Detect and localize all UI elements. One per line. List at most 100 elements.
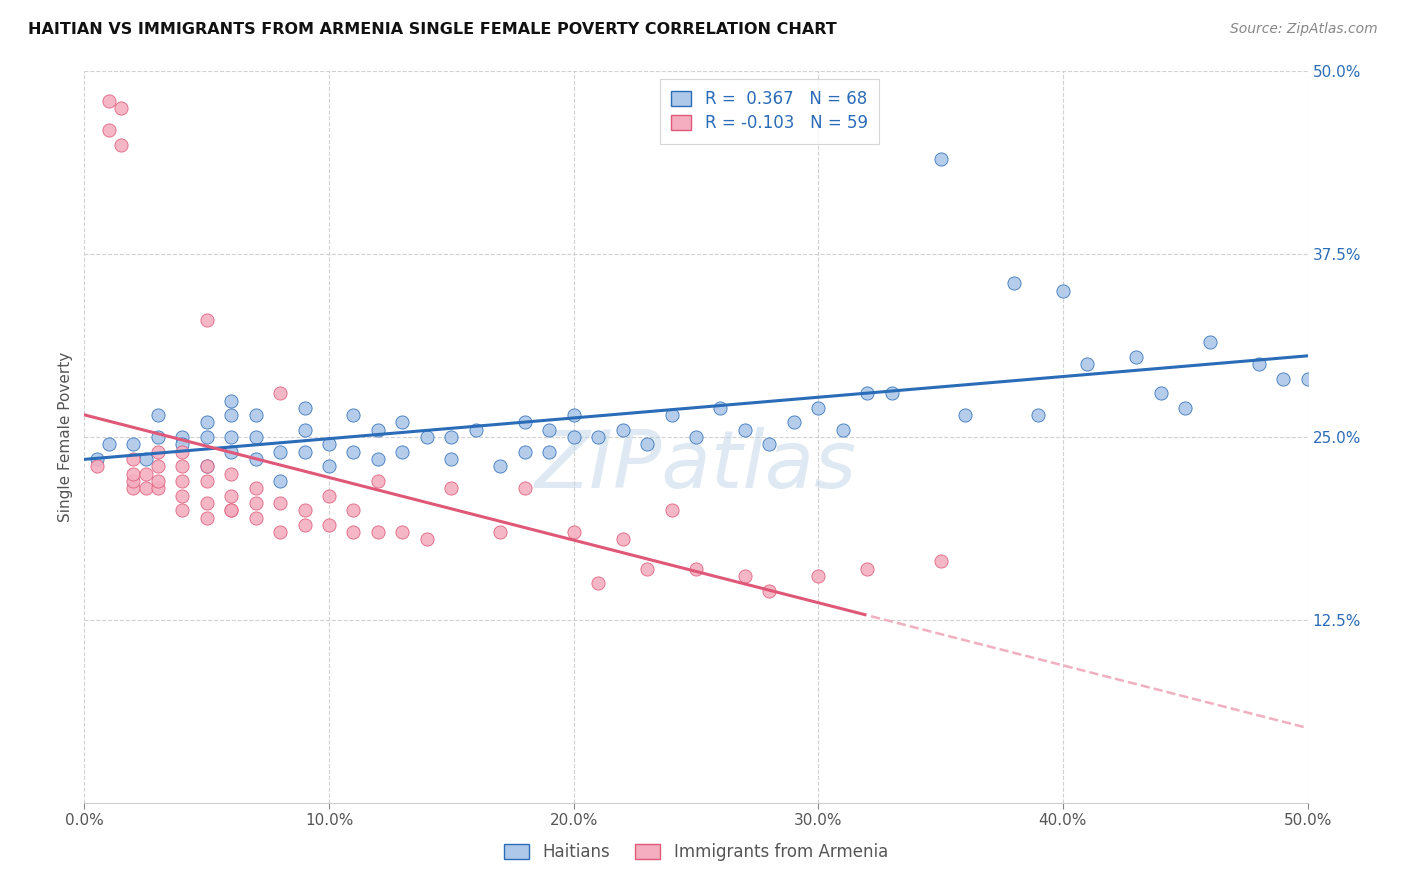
Point <box>758 437 780 451</box>
Point <box>1247 357 1270 371</box>
Point <box>513 416 536 430</box>
Point <box>367 525 389 540</box>
Point <box>294 423 316 437</box>
Point <box>86 459 108 474</box>
Point <box>1076 357 1098 371</box>
Point <box>269 474 291 488</box>
Point <box>856 386 879 401</box>
Point <box>831 423 853 437</box>
Point <box>807 401 830 415</box>
Text: Source: ZipAtlas.com: Source: ZipAtlas.com <box>1230 22 1378 37</box>
Point <box>146 444 169 458</box>
Point <box>97 123 120 137</box>
Point <box>86 452 108 467</box>
Point <box>172 459 194 474</box>
Point <box>734 423 756 437</box>
Point <box>135 481 157 495</box>
Text: ZIPatlas: ZIPatlas <box>534 427 858 506</box>
Point <box>783 416 806 430</box>
Point <box>1174 401 1197 415</box>
Point <box>245 496 267 510</box>
Point <box>172 489 194 503</box>
Point <box>807 569 830 583</box>
Point <box>440 481 463 495</box>
Point <box>953 408 976 422</box>
Point <box>269 496 291 510</box>
Point <box>856 562 879 576</box>
Point <box>172 430 194 444</box>
Point <box>269 444 291 458</box>
Point <box>367 452 389 467</box>
Point <box>146 430 169 444</box>
Point <box>245 452 267 467</box>
Point <box>195 459 218 474</box>
Point <box>367 423 389 437</box>
Point <box>586 576 609 591</box>
Point <box>245 510 267 524</box>
Point <box>195 496 218 510</box>
Point <box>122 481 145 495</box>
Text: HAITIAN VS IMMIGRANTS FROM ARMENIA SINGLE FEMALE POVERTY CORRELATION CHART: HAITIAN VS IMMIGRANTS FROM ARMENIA SINGL… <box>28 22 837 37</box>
Legend: Haitians, Immigrants from Armenia: Haitians, Immigrants from Armenia <box>498 837 894 868</box>
Point <box>1052 284 1074 298</box>
Point <box>342 525 364 540</box>
Point <box>489 525 512 540</box>
Point <box>219 430 242 444</box>
Point <box>318 459 340 474</box>
Point <box>219 503 242 517</box>
Point <box>146 474 169 488</box>
Point <box>172 437 194 451</box>
Point <box>1296 371 1319 385</box>
Point <box>172 474 194 488</box>
Point <box>294 503 316 517</box>
Point <box>612 533 634 547</box>
Point <box>97 437 120 451</box>
Point <box>685 562 707 576</box>
Point <box>122 437 145 451</box>
Point <box>538 423 561 437</box>
Point <box>135 467 157 481</box>
Point <box>661 408 683 422</box>
Point <box>880 386 903 401</box>
Point <box>245 481 267 495</box>
Point <box>135 452 157 467</box>
Point <box>146 408 169 422</box>
Point <box>391 416 413 430</box>
Point <box>562 430 585 444</box>
Point <box>562 525 585 540</box>
Point <box>294 401 316 415</box>
Point <box>709 401 731 415</box>
Point <box>269 525 291 540</box>
Point <box>342 408 364 422</box>
Point <box>1150 386 1173 401</box>
Point <box>1125 350 1147 364</box>
Point <box>636 437 658 451</box>
Point <box>146 459 169 474</box>
Point <box>122 474 145 488</box>
Point <box>391 525 413 540</box>
Point <box>318 489 340 503</box>
Point <box>318 437 340 451</box>
Point <box>513 481 536 495</box>
Point <box>219 489 242 503</box>
Point <box>110 101 132 115</box>
Point <box>1198 334 1220 349</box>
Point <box>195 459 218 474</box>
Point <box>562 408 585 422</box>
Point <box>122 452 145 467</box>
Point <box>538 444 561 458</box>
Point <box>269 386 291 401</box>
Point <box>195 416 218 430</box>
Point <box>612 423 634 437</box>
Point <box>195 313 218 327</box>
Point <box>342 503 364 517</box>
Point <box>219 503 242 517</box>
Point <box>294 517 316 532</box>
Point <box>1028 408 1050 422</box>
Point <box>464 423 486 437</box>
Point <box>97 94 120 108</box>
Point <box>636 562 658 576</box>
Point <box>294 444 316 458</box>
Point <box>661 503 683 517</box>
Point <box>219 444 242 458</box>
